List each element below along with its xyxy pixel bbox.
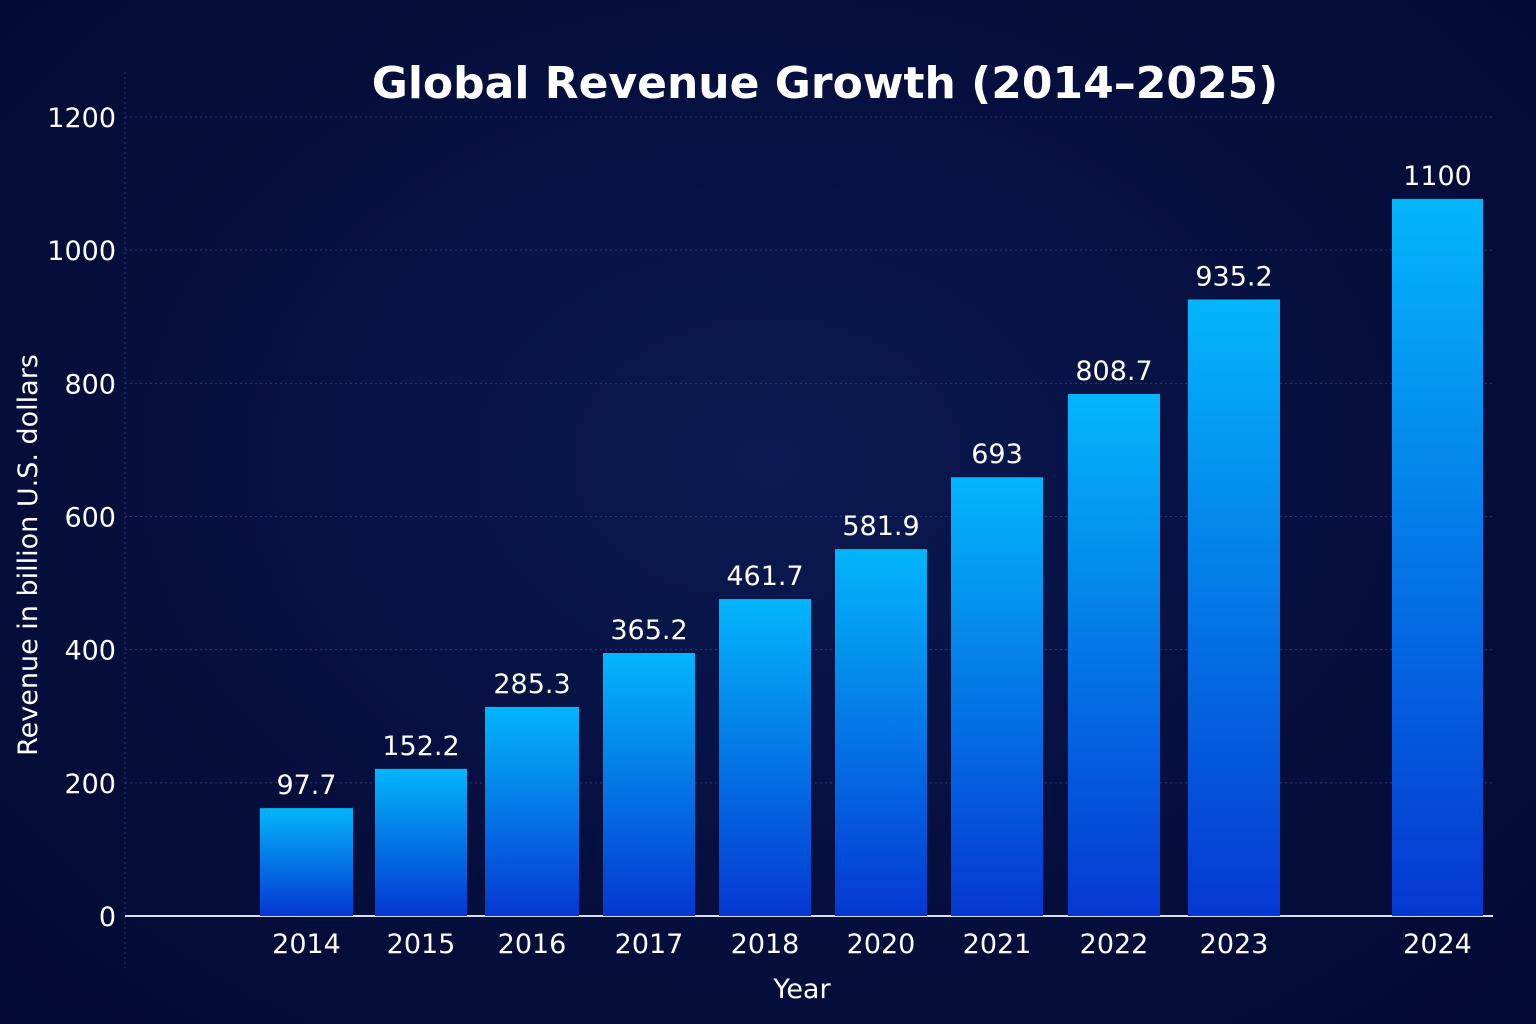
data-label-2014: 97.7 <box>276 770 336 801</box>
y-tick-label: 1000 <box>47 236 116 267</box>
data-label-2024: 1100 <box>1403 161 1472 192</box>
chart-title: Global Revenue Growth (2014–2025) <box>372 58 1279 109</box>
bar-2017 <box>603 652 695 916</box>
x-tick-label-2015: 2015 <box>387 929 456 960</box>
bar-2020 <box>835 549 927 916</box>
bar-2016 <box>485 706 579 916</box>
y-tick-label: 1200 <box>47 103 116 134</box>
x-tick-label-2024: 2024 <box>1403 929 1472 960</box>
bar-2022 <box>1068 393 1160 916</box>
x-tick-label-2017: 2017 <box>615 929 684 960</box>
bars <box>260 198 1483 916</box>
data-label-2022: 808.7 <box>1075 356 1152 387</box>
y-axis-label: Revenue in billion U.S. dollars <box>13 354 44 756</box>
bar-2023 <box>1188 299 1280 916</box>
bar-2014 <box>260 808 353 916</box>
data-label-2021: 693 <box>971 439 1023 470</box>
bar-2021 <box>951 477 1043 916</box>
x-tick-label-2016: 2016 <box>498 929 567 960</box>
x-tick-label-2022: 2022 <box>1080 929 1149 960</box>
y-tick-label: 400 <box>64 636 116 667</box>
bar-2015 <box>375 768 467 916</box>
y-tick-label: 0 <box>99 902 116 933</box>
y-tick-label: 800 <box>64 369 116 400</box>
x-tick-label-2023: 2023 <box>1200 929 1269 960</box>
data-label-2016: 285.3 <box>493 669 570 700</box>
x-tick-label-2018: 2018 <box>731 929 800 960</box>
data-label-2023: 935.2 <box>1195 261 1272 292</box>
bar-2018 <box>719 599 811 916</box>
x-tick-label-2020: 2020 <box>847 929 916 960</box>
data-label-2020: 581.9 <box>842 511 919 542</box>
data-labels: 97.7 152.2 285.3 365.2 461.7 581.9 693 808.7 935… <box>276 161 1471 801</box>
data-label-2015: 152.2 <box>382 731 459 762</box>
x-tick-label-2021: 2021 <box>963 929 1032 960</box>
data-label-2018: 461.7 <box>726 561 803 592</box>
y-axis-ticks: 0 200 400 600 800 1000 1200 <box>47 103 116 933</box>
data-label-2017: 365.2 <box>610 615 687 646</box>
bar-2024 <box>1392 198 1483 916</box>
x-axis-ticks: 2014 2015 2016 2017 2018 2020 2021 2022 2023 2024 <box>272 929 1472 960</box>
x-tick-label-2014: 2014 <box>272 929 341 960</box>
x-axis-label: Year <box>772 974 831 1005</box>
y-tick-label: 200 <box>64 769 116 800</box>
y-tick-label: 600 <box>64 503 116 534</box>
